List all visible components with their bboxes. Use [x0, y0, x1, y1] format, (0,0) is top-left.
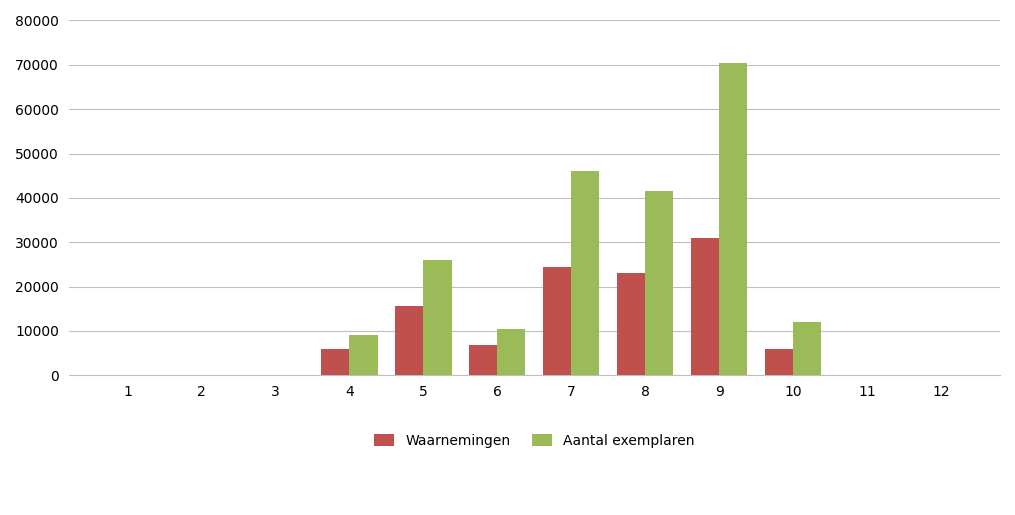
Bar [543, 267, 571, 375]
Legend: Waarnemingen, Aantal exemplaren: Waarnemingen, Aantal exemplaren [368, 428, 700, 453]
Bar [349, 335, 378, 375]
Bar [793, 322, 821, 375]
Bar [691, 238, 719, 375]
Bar [719, 63, 747, 375]
Bar [423, 260, 452, 375]
Bar [497, 329, 526, 375]
Bar [765, 349, 793, 375]
Bar [617, 273, 646, 375]
Bar [469, 345, 497, 375]
Bar [395, 306, 423, 375]
Bar [571, 171, 599, 375]
Bar [646, 191, 673, 375]
Bar [322, 350, 349, 375]
